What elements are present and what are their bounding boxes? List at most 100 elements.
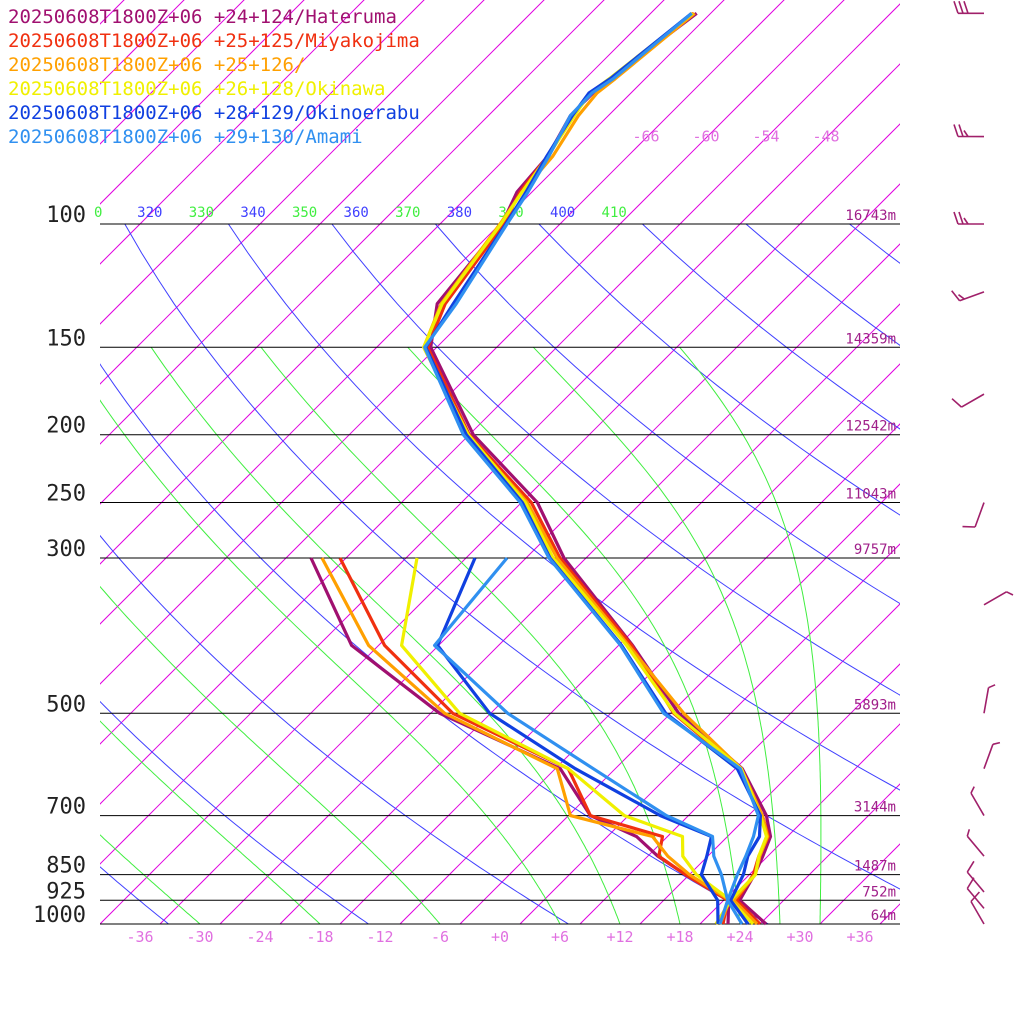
upper-temperature-label: -54 xyxy=(752,128,779,146)
height-label: 11043m xyxy=(845,487,896,503)
wind-barb-shaft xyxy=(966,871,985,893)
height-label: 5893m xyxy=(854,697,896,713)
dewpoint-line-3 xyxy=(320,557,732,925)
wind-barb-flag xyxy=(958,294,965,300)
wind-barb-flag xyxy=(958,1,964,14)
wind-barb-shaft xyxy=(970,901,985,925)
upper-temperature-label: -48 xyxy=(812,128,839,146)
height-label: 752m xyxy=(862,884,896,900)
pressure-label: 250 xyxy=(46,482,86,507)
isotherm-line xyxy=(519,543,900,924)
wind-barb-flag xyxy=(966,829,971,837)
wind-barb-flag xyxy=(963,130,969,137)
theta-label: 0 xyxy=(94,205,102,221)
wind-barb-shaft xyxy=(966,887,985,909)
wind-barb-shaft xyxy=(974,502,985,528)
pressure-label: 500 xyxy=(46,692,86,717)
wind-barb-flag xyxy=(953,211,959,225)
temperature-tick-label: +12 xyxy=(606,928,633,946)
dry-adiabat-line xyxy=(435,224,900,605)
temperature-tick-label: +36 xyxy=(846,928,873,946)
isotherm-line xyxy=(759,783,900,924)
temperature-line-4 xyxy=(422,12,769,926)
temperature-tick-label: -12 xyxy=(366,928,393,946)
wind-barb-flag xyxy=(970,891,980,903)
dry-adiabat-line xyxy=(745,224,900,346)
height-label: 1487m xyxy=(854,859,896,875)
legend-entry: 20250608T1800Z+06 +26+128/Okinawa xyxy=(8,78,386,100)
isotherm-line xyxy=(579,603,900,924)
wind-barb-shaft xyxy=(970,792,985,816)
temperature-tick-label: +18 xyxy=(666,928,693,946)
isobars xyxy=(100,223,900,925)
dry-adiabat-line xyxy=(953,224,1024,924)
pressure-label: 200 xyxy=(46,414,86,439)
legend-entry: 20250608T1800Z+06 +24+124/Hateruma xyxy=(8,6,397,28)
theta-label: 360 xyxy=(344,205,369,221)
pressure-label: 300 xyxy=(46,537,86,562)
temperature-tick-label: +0 xyxy=(491,928,509,946)
theta-label: 340 xyxy=(240,205,265,221)
isotherm-line xyxy=(1000,0,1024,924)
height-label: 9757m xyxy=(854,542,896,558)
theta-label: 320 xyxy=(137,205,162,221)
dewpoint-line-6 xyxy=(433,556,730,925)
legend-entry: 20250608T1800Z+06 +29+130/Amami xyxy=(8,126,363,148)
moist-adiabat-line xyxy=(533,346,781,924)
temperature-tick-label: -6 xyxy=(431,928,449,946)
wind-barb-shaft xyxy=(983,687,990,714)
wind-barb-flag xyxy=(1006,591,1014,596)
height-labels: 16743m 14359m 12542m 11043m 9757m 5893m 3144m 1… xyxy=(845,208,896,924)
wind-barb-shaft xyxy=(959,291,985,302)
theta-label: 370 xyxy=(395,205,420,221)
wind-barb-shaft xyxy=(983,744,994,769)
wind-barb-flag xyxy=(958,211,964,225)
moist-adiabat-line xyxy=(100,585,441,924)
temperature-tick-label: -30 xyxy=(186,928,213,946)
upper-temperature-labels: -66 -60 -54 -48 xyxy=(632,128,839,146)
theta-labels: 0 320 330 340 350 360 370 380 390 400 410 xyxy=(94,205,627,221)
wind-barb-flag xyxy=(951,290,961,302)
wind-barb-flag xyxy=(966,860,975,873)
wind-barb-flag xyxy=(988,684,996,689)
temperature-tick-label: -36 xyxy=(126,928,153,946)
wind-barb-flag xyxy=(992,741,1001,746)
wind-barb-flag xyxy=(953,1,959,14)
moist-adiabat-line xyxy=(100,720,321,924)
dry-adiabat-line xyxy=(124,224,900,890)
wind-barb-shaft xyxy=(961,393,985,408)
moist-adiabat-line xyxy=(100,399,561,924)
wind-barb-flag xyxy=(953,124,959,137)
dry-adiabat-line xyxy=(642,224,900,430)
moist-adiabat-line xyxy=(150,347,621,924)
temperature-tick-label: +6 xyxy=(551,928,569,946)
height-label: 14359m xyxy=(845,331,896,347)
wind-barb-flag xyxy=(970,786,975,794)
wind-barb-flag xyxy=(951,398,963,408)
isotherm-line xyxy=(819,843,900,924)
temperature-tick-labels: -36 -30 -24 -18 -12 -6 +0 +6 +12 +18 +24 +30 +36 xyxy=(126,928,873,946)
wind-barb-shaft xyxy=(983,591,1007,606)
wind-barb-flag xyxy=(966,877,975,889)
upper-temperature-label: -60 xyxy=(692,128,719,146)
pressure-label: 925 xyxy=(46,879,86,904)
wind-barb-flag xyxy=(963,1,969,14)
isotherm-line xyxy=(879,903,900,924)
temperature-tick-label: +24 xyxy=(726,928,753,946)
temperature-tick-label: -24 xyxy=(246,928,273,946)
pressure-label: 700 xyxy=(46,795,86,820)
isotherm-line xyxy=(459,483,900,924)
dewpoint-line-2 xyxy=(338,557,730,925)
dewpoint-line-1 xyxy=(309,557,731,925)
height-label: 3144m xyxy=(854,800,896,816)
height-label: 12542m xyxy=(845,419,896,435)
theta-label: 330 xyxy=(189,205,214,221)
legend-entry: 20250608T1800Z+06 +25+126/ xyxy=(8,54,305,76)
legend-entry: 20250608T1800Z+06 +28+129/Okinoerabu xyxy=(8,102,420,124)
height-label: 64m xyxy=(871,908,896,924)
pressure-label: 850 xyxy=(46,854,86,879)
isotherm-line xyxy=(940,0,1024,924)
moist-adiabat-line xyxy=(260,346,681,924)
moist-adiabat-line xyxy=(407,346,741,924)
